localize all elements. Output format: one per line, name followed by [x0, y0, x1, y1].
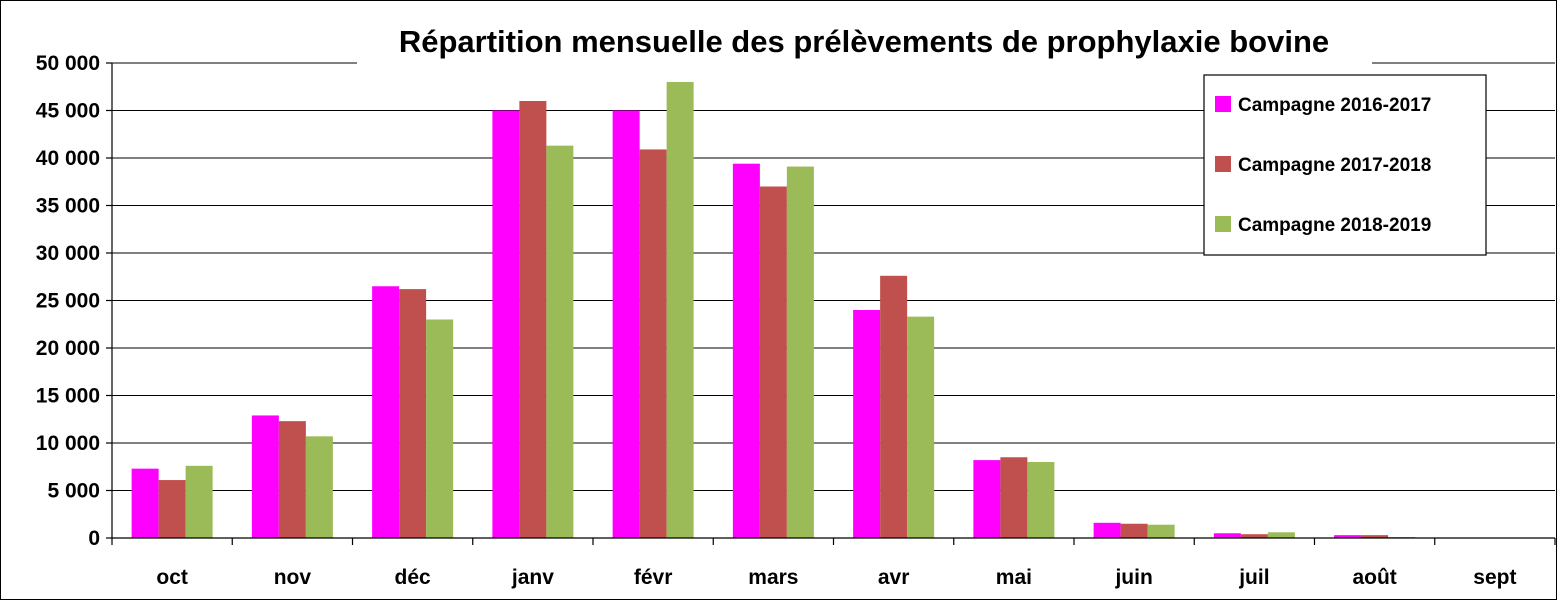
bar [853, 310, 881, 538]
bar [372, 286, 400, 538]
bar [612, 110, 640, 538]
x-tick-label: oct [156, 566, 188, 589]
legend-box [1203, 74, 1487, 256]
bar [880, 275, 908, 538]
bars [131, 82, 1416, 539]
y-tick-label: 35 000 [36, 195, 100, 218]
legend-swatch-2018-2019 [1215, 216, 1231, 232]
y-tick-labels: 0 5 000 10 000 15 000 20 000 25 000 30 000 35 0… [36, 52, 100, 550]
bar [305, 436, 333, 538]
bar [907, 316, 935, 538]
x-tick-labels: oct nov déc janv févr mars avr mai juin juil août s… [156, 566, 1516, 589]
bar [546, 145, 574, 538]
x-tick-label: sept [1473, 566, 1516, 589]
legend-label-2018-2019: Campagne 2018-2019 [1238, 215, 1431, 236]
x-tick-label: mai [996, 566, 1032, 589]
bar [131, 468, 159, 538]
bar [666, 82, 694, 538]
y-tick-label: 40 000 [36, 147, 100, 170]
bar [519, 101, 547, 538]
y-tick-label: 10 000 [36, 432, 100, 455]
x-tick-label: nov [274, 566, 312, 589]
legend: Campagne 2016-2017 Campagne 2017-2018 Ca… [1203, 74, 1487, 256]
x-tick-label: juin [1114, 566, 1152, 589]
bar [732, 163, 760, 538]
x-tick-label: févr [634, 566, 673, 589]
bar [786, 166, 814, 539]
bar [1027, 462, 1055, 538]
bar [1000, 457, 1028, 538]
bar [973, 460, 1001, 538]
bar [399, 289, 427, 538]
bar [492, 110, 520, 538]
y-tick-label: 50 000 [36, 52, 100, 75]
legend-swatch-2017-2018 [1215, 156, 1231, 172]
x-tick-label: avr [878, 566, 910, 589]
x-tick-label: août [1352, 566, 1396, 589]
bar [278, 421, 306, 538]
bar [1240, 534, 1268, 538]
y-tick-label: 5 000 [47, 480, 100, 503]
chart-title-background [357, 16, 1372, 64]
bar [1213, 533, 1241, 538]
bar [185, 465, 213, 538]
y-tick-label: 45 000 [36, 100, 100, 123]
bar [251, 415, 279, 538]
y-tick-label: 15 000 [36, 385, 100, 408]
x-tick-label: janv [511, 566, 554, 589]
legend-label-2016-2017: Campagne 2016-2017 [1238, 95, 1431, 116]
x-tick-label: juil [1238, 566, 1269, 589]
bar [1147, 524, 1175, 538]
bar [158, 480, 186, 538]
bar [426, 319, 454, 538]
chart-title: Répartition mensuelle des prélèvements d… [399, 24, 1329, 59]
bar [1361, 535, 1389, 538]
bar [639, 149, 667, 538]
legend-swatch-2016-2017 [1215, 96, 1231, 112]
y-tick-label: 30 000 [36, 242, 100, 265]
bar [1120, 523, 1148, 538]
bar [1267, 532, 1295, 538]
bar [1334, 535, 1362, 538]
y-tick-label: 0 [88, 527, 100, 550]
x-tick-label: mars [748, 566, 798, 589]
bar [1093, 522, 1121, 538]
y-tick-label: 20 000 [36, 337, 100, 360]
legend-label-2017-2018: Campagne 2017-2018 [1238, 155, 1431, 176]
axes [111, 63, 1555, 539]
y-tick-label: 25 000 [36, 290, 100, 313]
x-tick-label: déc [395, 566, 432, 589]
bar [759, 186, 787, 538]
